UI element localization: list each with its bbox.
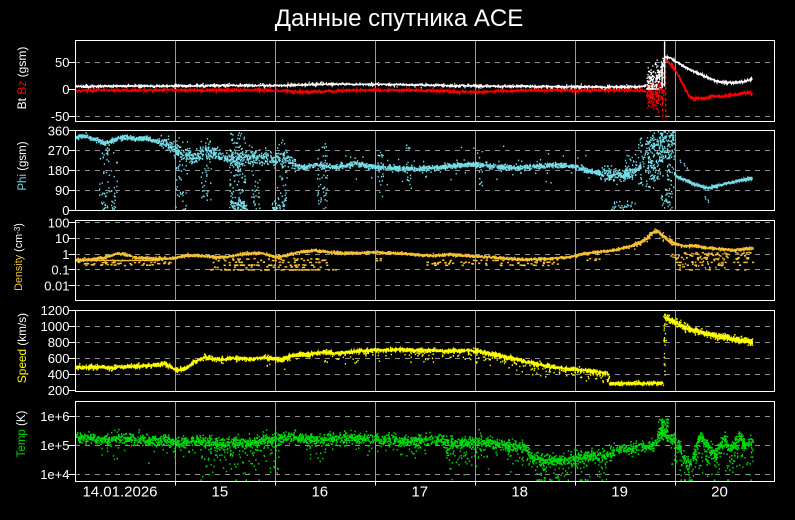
svg-text:1e+5: 1e+5 — [40, 438, 69, 453]
svg-text:50: 50 — [55, 55, 69, 70]
svg-text:Density (cm-3): Density (cm-3) — [13, 223, 25, 291]
svg-text:19: 19 — [611, 484, 628, 501]
svg-text:600: 600 — [48, 351, 70, 366]
svg-text:Temp (K): Temp (K) — [16, 411, 28, 458]
svg-text:1200: 1200 — [41, 303, 70, 318]
svg-text:0: 0 — [62, 82, 69, 97]
svg-text:200: 200 — [48, 383, 70, 398]
svg-text:400: 400 — [48, 367, 70, 382]
svg-text:360: 360 — [48, 123, 70, 138]
svg-text:1e+6: 1e+6 — [40, 409, 69, 424]
svg-text:1: 1 — [62, 247, 69, 262]
svg-text:180: 180 — [48, 163, 70, 178]
svg-text:Speed (km/s): Speed (km/s) — [15, 313, 29, 383]
svg-text:20: 20 — [711, 484, 728, 501]
svg-text:800: 800 — [48, 335, 70, 350]
svg-text:270: 270 — [48, 143, 70, 158]
svg-text:16: 16 — [311, 484, 328, 501]
svg-text:10: 10 — [55, 231, 69, 246]
svg-text:-50: -50 — [51, 109, 70, 124]
svg-text:15: 15 — [212, 484, 229, 501]
svg-text:1e+4: 1e+4 — [40, 467, 69, 482]
svg-text:14.01.2026: 14.01.2026 — [82, 484, 157, 501]
svg-text:0.1: 0.1 — [51, 263, 69, 278]
svg-text:17: 17 — [411, 484, 428, 501]
svg-text:0.01: 0.01 — [44, 278, 69, 293]
svg-text:Данные спутника ACE: Данные спутника ACE — [275, 5, 523, 32]
svg-text:18: 18 — [511, 484, 528, 501]
svg-text:0: 0 — [62, 203, 69, 218]
svg-text:Phi (gsm): Phi (gsm) — [17, 141, 29, 190]
svg-text:90: 90 — [55, 183, 69, 198]
svg-text:1000: 1000 — [41, 319, 70, 334]
svg-text:100: 100 — [48, 216, 70, 231]
svg-text:Bt Bz (gsm): Bt Bz (gsm) — [15, 47, 29, 110]
